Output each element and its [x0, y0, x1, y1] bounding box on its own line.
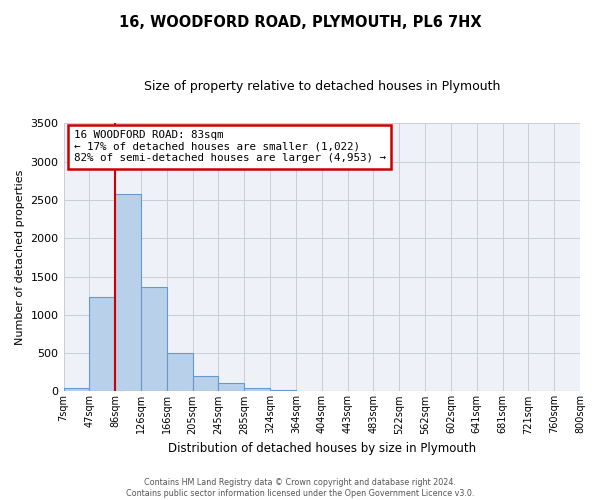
Text: 16 WOODFORD ROAD: 83sqm
← 17% of detached houses are smaller (1,022)
82% of semi: 16 WOODFORD ROAD: 83sqm ← 17% of detache…	[74, 130, 386, 163]
Bar	[115, 194, 141, 392]
X-axis label: Distribution of detached houses by size in Plymouth: Distribution of detached houses by size …	[168, 442, 476, 455]
Text: Contains HM Land Registry data © Crown copyright and database right 2024.
Contai: Contains HM Land Registry data © Crown c…	[126, 478, 474, 498]
Bar	[167, 353, 193, 392]
Title: Size of property relative to detached houses in Plymouth: Size of property relative to detached ho…	[143, 80, 500, 93]
Bar	[89, 297, 115, 392]
Bar	[244, 388, 270, 392]
Bar	[64, 388, 89, 392]
Text: 16, WOODFORD ROAD, PLYMOUTH, PL6 7HX: 16, WOODFORD ROAD, PLYMOUTH, PL6 7HX	[119, 15, 481, 30]
Bar	[193, 376, 218, 392]
Bar	[141, 287, 167, 392]
Bar	[270, 390, 296, 392]
Y-axis label: Number of detached properties: Number of detached properties	[15, 170, 25, 345]
Bar	[218, 383, 244, 392]
